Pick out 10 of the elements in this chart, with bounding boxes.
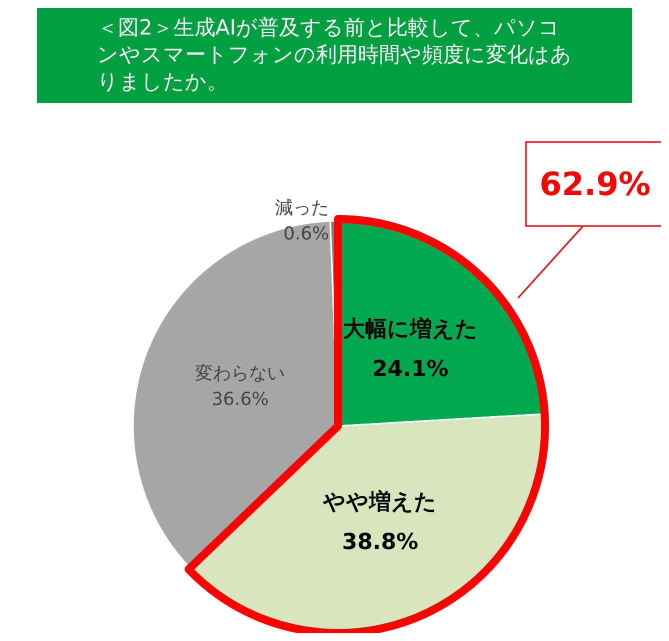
slice-label: 変わらない — [195, 362, 286, 384]
text: 62.9% — [539, 165, 651, 203]
slice-label: やや増えた — [322, 489, 438, 516]
slice-label: 大幅に増えた — [342, 316, 478, 342]
slice-label: 減った — [275, 198, 330, 219]
data-label: 24.1% — [372, 356, 449, 382]
data-label: 36.6% — [212, 388, 269, 410]
data-label: 38.8% — [342, 530, 418, 556]
chart-title: ＜図2＞生成AIが普及する前と比較して、パソコンやスマートフォンの利用時間や頻度に変化はありましたか。 — [97, 16, 572, 94]
data-label: 0.6% — [283, 224, 330, 245]
